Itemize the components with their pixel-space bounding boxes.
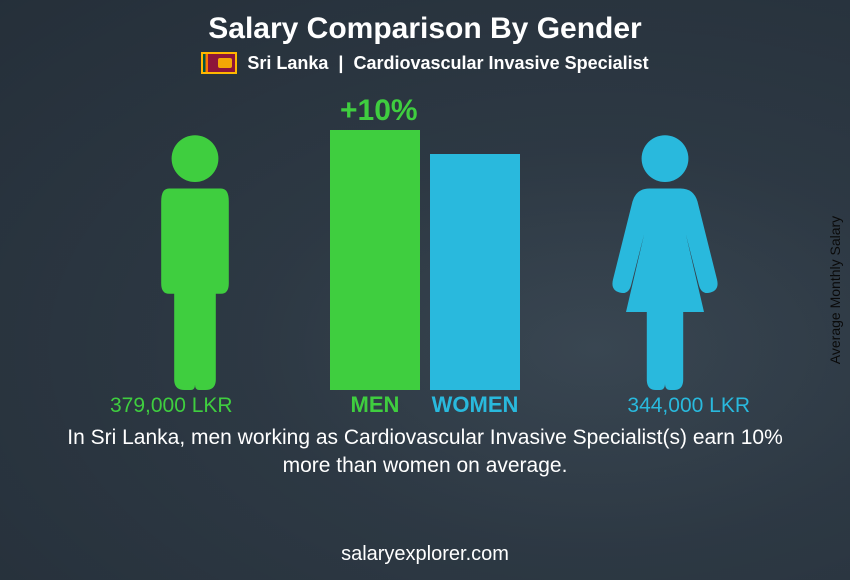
job-title-label: Cardiovascular Invasive Specialist — [353, 53, 648, 74]
woman-icon — [600, 130, 730, 390]
women-salary-label: 344,000 LKR — [627, 394, 750, 418]
y-axis-label: Average Monthly Salary — [827, 216, 843, 364]
sri-lanka-flag-icon — [201, 52, 237, 74]
percentage-gap-label: +10% — [340, 94, 418, 128]
page-title: Salary Comparison By Gender — [0, 0, 850, 46]
man-icon — [130, 130, 260, 390]
men-bar — [330, 130, 420, 390]
men-salary-label: 379,000 LKR — [110, 394, 233, 418]
chart-area: +10% MEN WOMEN 379,000 LKR 344,000 LKR — [0, 78, 850, 418]
site-link[interactable]: salaryexplorer.com — [0, 543, 850, 566]
women-bar — [430, 154, 520, 390]
country-label: Sri Lanka — [247, 53, 328, 74]
description-text: In Sri Lanka, men working as Cardiovascu… — [0, 418, 850, 481]
separator: | — [338, 53, 343, 74]
y-axis-label-wrap: Average Monthly Salary — [820, 0, 850, 580]
subtitle-row: Sri Lanka | Cardiovascular Invasive Spec… — [0, 52, 850, 74]
women-axis-label: WOMEN — [410, 392, 540, 418]
